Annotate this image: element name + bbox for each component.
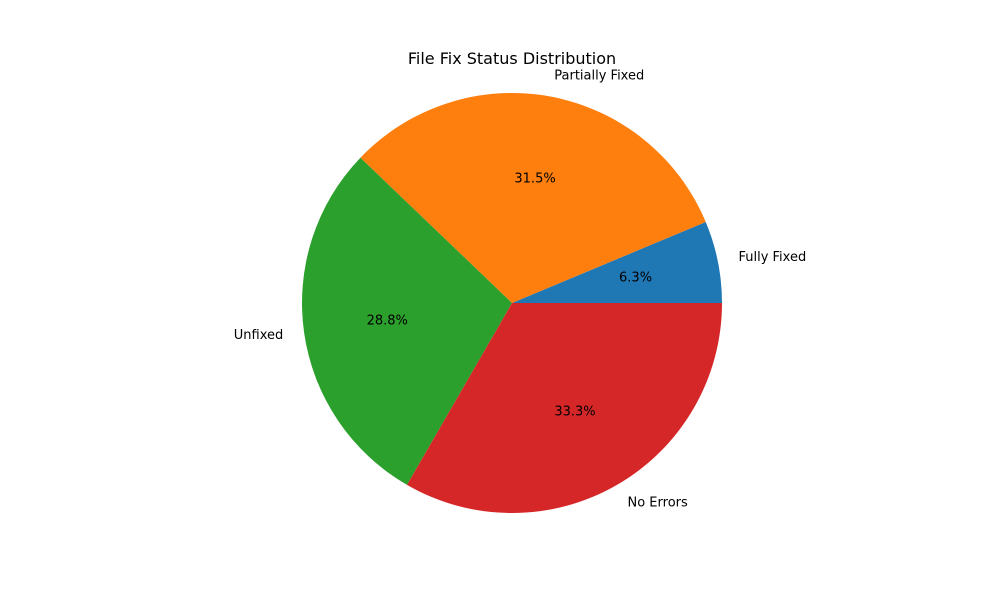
pie-slice-unfixed <box>302 157 512 485</box>
slice-label-partially-fixed: Partially Fixed <box>554 68 644 83</box>
slice-label-unfixed: Unfixed <box>234 328 284 343</box>
pie-slice-no-errors <box>407 303 722 513</box>
slice-label-fully-fixed: Fully Fixed <box>738 250 806 265</box>
pie-slice-partially-fixed <box>360 92 706 303</box>
slice-percent-no-errors: 33.3% <box>554 405 595 420</box>
slice-percent-fully-fixed: 6.3% <box>619 271 652 286</box>
slice-percent-unfixed: 28.8% <box>367 313 408 328</box>
slice-percent-partially-fixed: 31.5% <box>514 172 555 187</box>
slice-label-no-errors: No Errors <box>628 496 688 511</box>
pie-slices <box>302 92 722 513</box>
pie-slice-fully-fixed <box>512 221 722 303</box>
pie-labels: Fully Fixed 6.3% Partially Fixed 31.5% Unfix… <box>234 68 806 510</box>
chart-title: File Fix Status Distribution <box>408 49 616 68</box>
